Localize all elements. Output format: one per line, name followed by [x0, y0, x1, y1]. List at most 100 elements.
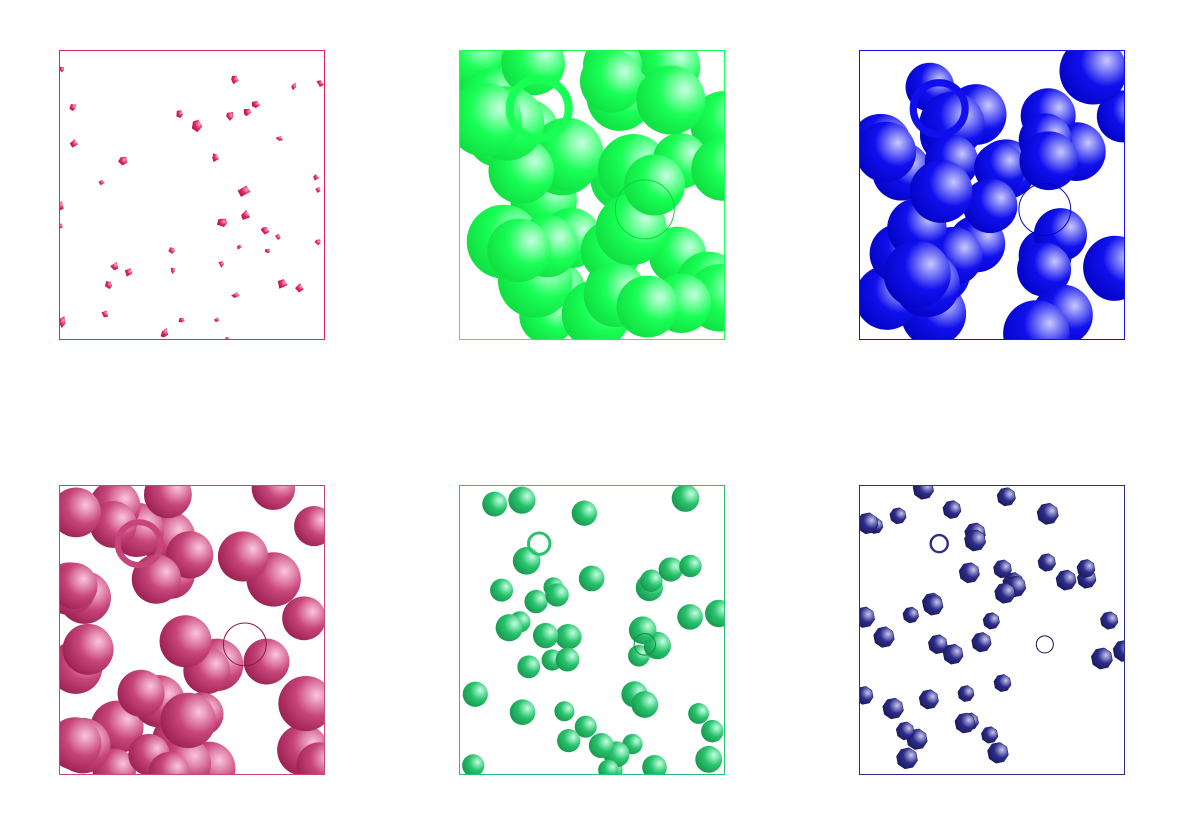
blue-large-spheres-panel-render: [860, 51, 1124, 339]
sphere: [462, 681, 488, 707]
sphere: [705, 599, 724, 628]
sphere: [588, 733, 614, 759]
fragment: [260, 227, 270, 235]
fragment: [212, 153, 219, 162]
fragment: [231, 292, 240, 299]
fragment: [216, 218, 228, 227]
sphere: [159, 615, 212, 668]
fragment: [218, 261, 225, 268]
polyhedron: [860, 606, 875, 628]
polyhedron: [918, 689, 939, 710]
sphere: [131, 554, 181, 604]
sphere: [628, 644, 650, 667]
sphere: [554, 701, 575, 722]
fragment: [315, 186, 321, 194]
polyhedron: [895, 721, 915, 741]
ring: [505, 75, 573, 143]
polyhedron: [954, 712, 976, 734]
ring: [633, 633, 657, 656]
sphere: [278, 675, 324, 732]
fragment: [160, 327, 169, 338]
polyhedron: [1112, 640, 1124, 662]
fragment: [291, 82, 297, 91]
fragment: [241, 209, 251, 220]
fragment: [237, 185, 251, 197]
polyhedron: [928, 634, 948, 655]
sphere: [623, 154, 685, 216]
sphere: [883, 240, 951, 308]
polyhedron: [981, 726, 999, 744]
polyhedron: [1055, 569, 1077, 591]
polyhedron: [993, 674, 1012, 692]
sphere: [251, 486, 296, 511]
ring: [114, 519, 164, 569]
ring: [222, 622, 267, 667]
fragment: [277, 279, 288, 289]
sphere: [243, 638, 290, 685]
fragment: [191, 119, 203, 133]
sphere: [963, 178, 1018, 234]
polyhedron: [996, 487, 1016, 507]
polyhedron: [902, 606, 919, 624]
fragment: [98, 179, 105, 186]
magenta-medium-spheres-panel: [59, 485, 325, 775]
fragment: [60, 66, 65, 73]
sphere: [495, 614, 523, 642]
sphere: [860, 121, 917, 183]
fragment: [274, 233, 281, 241]
sphere: [616, 275, 679, 338]
polyhedron: [860, 512, 879, 535]
fragment: [60, 201, 64, 211]
fragment: [314, 239, 321, 246]
polyhedron: [942, 643, 964, 665]
fragment: [69, 104, 77, 112]
polyhedron: [860, 686, 874, 705]
crimson-fragments-panel-render: [60, 66, 324, 339]
polyhedron: [982, 612, 1000, 630]
sphere: [1083, 235, 1124, 300]
ring: [929, 533, 949, 554]
polyhedron: [942, 500, 962, 519]
sphere: [574, 715, 597, 738]
sphere: [294, 506, 324, 547]
sphere: [460, 82, 522, 157]
sphere: [578, 565, 605, 592]
green-large-spheres-panel-render: [460, 51, 724, 339]
sphere: [545, 583, 569, 607]
sphere: [909, 160, 973, 223]
sphere: [296, 742, 324, 774]
sphere: [89, 501, 137, 548]
ring: [909, 79, 969, 139]
polyhedron: [922, 594, 944, 616]
sphere: [165, 531, 214, 579]
sphere: [160, 692, 216, 749]
polyhedron: [993, 559, 1012, 579]
sphere: [60, 717, 102, 771]
ring: [614, 179, 675, 240]
navy-small-polyhedra-panel: [859, 485, 1125, 775]
sphere: [1059, 51, 1124, 105]
sphere: [143, 486, 192, 519]
sphere: [462, 754, 485, 774]
sphere: [490, 578, 514, 602]
sphere: [701, 719, 724, 743]
ring: [1018, 182, 1072, 236]
fragment: [275, 135, 283, 141]
sphere: [691, 137, 724, 201]
sphere: [482, 491, 508, 517]
fragment: [176, 110, 183, 118]
polyhedron: [1076, 559, 1096, 578]
fragment: [264, 248, 271, 254]
sphere: [598, 759, 619, 774]
fragment: [101, 310, 109, 318]
sphere: [524, 589, 548, 614]
polyhedron: [964, 529, 987, 552]
sphere: [555, 647, 580, 672]
fragment: [243, 108, 252, 117]
sphere: [636, 65, 706, 135]
sphere: [555, 624, 581, 650]
sphere: [677, 604, 703, 630]
fragment: [236, 244, 243, 250]
fragment: [170, 267, 176, 275]
